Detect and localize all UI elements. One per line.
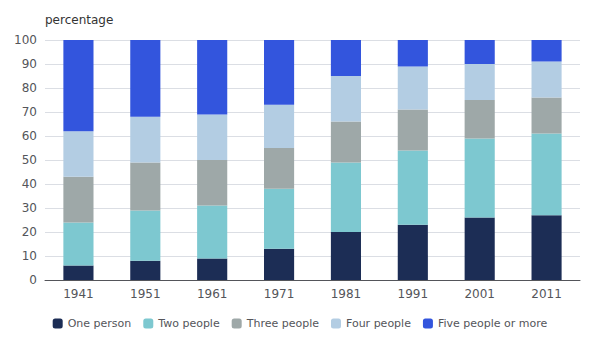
svg-text:30: 30 [22, 201, 37, 215]
svg-text:One person: One person [68, 317, 132, 330]
svg-text:20: 20 [22, 225, 37, 239]
svg-text:Four people: Four people [346, 317, 411, 330]
svg-text:70: 70 [22, 105, 37, 119]
svg-text:1951: 1951 [130, 287, 161, 301]
svg-text:100: 100 [14, 33, 37, 47]
svg-text:percentage: percentage [45, 13, 113, 27]
svg-text:50: 50 [22, 153, 37, 167]
svg-text:Three people: Three people [246, 317, 320, 330]
svg-text:2001: 2001 [464, 287, 495, 301]
svg-text:60: 60 [22, 129, 37, 143]
svg-text:Two people: Two people [157, 317, 220, 330]
svg-text:0: 0 [29, 273, 37, 287]
svg-text:90: 90 [22, 57, 37, 71]
svg-text:1961: 1961 [197, 287, 228, 301]
svg-text:1941: 1941 [63, 287, 94, 301]
svg-text:1971: 1971 [264, 287, 295, 301]
svg-text:1981: 1981 [331, 287, 362, 301]
svg-text:80: 80 [22, 81, 37, 95]
svg-text:2011: 2011 [531, 287, 562, 301]
svg-text:Five people or more: Five people or more [438, 317, 548, 330]
svg-text:1991: 1991 [398, 287, 429, 301]
svg-text:40: 40 [22, 177, 37, 191]
svg-text:10: 10 [22, 249, 37, 263]
